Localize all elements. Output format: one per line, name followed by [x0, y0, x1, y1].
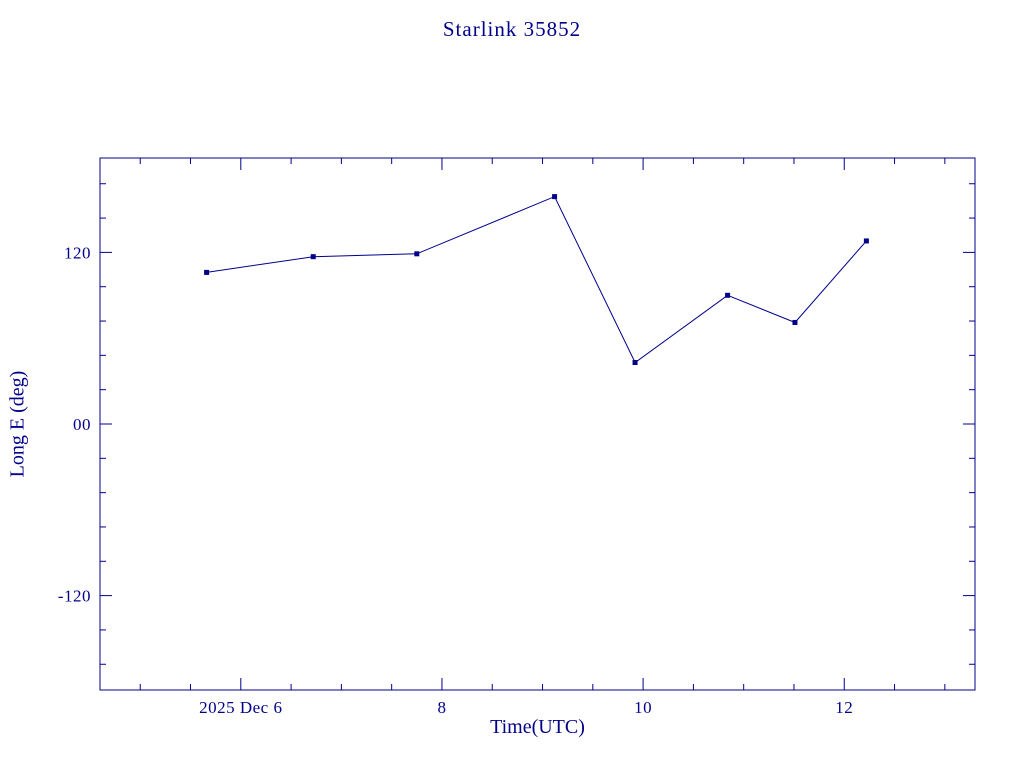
data-point-marker [632, 360, 638, 366]
data-point-marker [863, 238, 869, 244]
x-tick-label: 10 [634, 698, 652, 717]
y-axis-label-text: Long E (deg) [6, 370, 29, 478]
x-tick-label: 12 [835, 698, 853, 717]
y-tick-label: 00 [73, 415, 91, 434]
y-tick-label: -120 [58, 587, 91, 606]
data-point-marker [310, 254, 316, 260]
x-tick-label: 8 [437, 698, 446, 717]
data-point-marker [414, 251, 420, 257]
plot-border [99, 157, 976, 691]
x-axis-label: Time(UTC) [490, 716, 585, 738]
data-point-marker [204, 269, 210, 275]
data-point-marker [725, 292, 731, 298]
data-point-marker [792, 319, 798, 325]
data-point-marker [552, 194, 558, 200]
chart-title: Starlink 35852 [442, 17, 582, 41]
y-tick-label: 120 [64, 243, 91, 262]
data-line [206, 195, 867, 364]
x-tick-label: 2025 Dec 6 [199, 698, 282, 717]
